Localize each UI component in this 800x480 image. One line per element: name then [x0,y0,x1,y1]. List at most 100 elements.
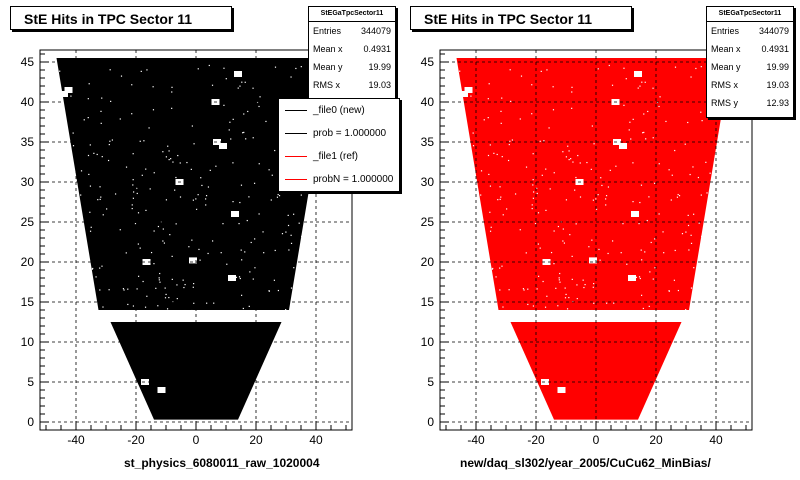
speckle [153,230,155,232]
speckle [598,248,600,251]
speckle [508,289,510,291]
speckle [213,302,215,304]
speckle [532,153,534,155]
speckle [244,251,246,253]
speckle [137,275,140,277]
speckle [195,208,198,210]
speckle [564,287,566,289]
speckle [235,276,238,278]
speckle [171,91,173,93]
speckle [306,192,308,194]
speckle [72,145,75,147]
speckle [542,280,544,283]
speckle [89,185,92,187]
speckle [548,127,550,129]
speckle [268,169,270,171]
speckle [265,120,267,123]
speckle [676,196,679,198]
speckle [623,67,625,69]
speckle [571,255,573,257]
x-tick-label: -20 [527,433,545,447]
speckle [150,251,153,254]
speckle [499,198,501,201]
speckle [709,172,711,174]
speckle [531,207,533,210]
speckle [247,110,249,113]
dead-pad-hole [219,143,227,149]
speckle [536,192,538,195]
left-rmsx-value: 19.03 [368,80,391,90]
speckle [263,252,265,254]
speckle [527,288,529,290]
speckle [612,240,614,242]
speckle [137,212,140,214]
speckle [632,118,634,120]
speckle [171,255,173,257]
speckle [700,111,702,113]
speckle [629,121,631,123]
speckle [220,252,222,254]
speckle [571,107,573,109]
speckle [639,85,641,87]
speckle [209,169,211,171]
speckle [646,219,648,222]
speckle [148,127,150,129]
speckle [654,238,656,240]
speckle [489,185,492,187]
dead-pad-hole [142,259,151,265]
speckle [553,263,555,265]
speckle [502,214,504,216]
speckle [99,186,101,188]
speckle [207,186,210,188]
speckle [131,84,133,86]
speckle [232,201,234,203]
speckle [285,309,287,311]
left-x-axis-label: st_physics_6080011_raw_1020004 [124,456,320,470]
speckle [132,305,135,307]
speckle [240,249,242,251]
speckle [674,249,676,252]
x-tick-label: 0 [593,433,600,447]
speckle [273,279,275,281]
speckle [158,279,160,281]
speckle [687,121,689,124]
speckle [153,172,155,174]
speckle [179,196,182,198]
speckle [169,234,171,236]
dead-pad-hole [634,71,642,77]
speckle [100,196,102,198]
speckle [222,223,224,225]
speckle [656,101,659,104]
speckle [523,289,525,291]
speckle [565,199,568,201]
speckle [252,278,254,280]
speckle [570,158,572,160]
speckle [496,153,498,156]
right-x-axis-label: new/daq_sl302/year_2005/CuCu62_MinBias/ [460,456,711,470]
speckle [274,149,276,152]
speckle [601,184,603,187]
speckle [191,125,193,127]
right-pad: -40 -20 0 20 40 0 5 10 15 20 25 30 35 40 45 StE Hits i… [400,0,800,480]
speckle [575,223,577,225]
speckle [300,66,302,68]
speckle [500,110,502,112]
speckle [640,249,642,251]
speckle [639,201,641,204]
right-entries-value: 344079 [758,26,789,36]
speckle [689,173,691,176]
speckle [100,110,102,112]
speckle [595,198,597,200]
speckle [648,305,650,307]
speckle [628,129,630,131]
speckle [144,306,147,308]
speckle [488,83,490,85]
speckle [184,283,186,286]
speckle [197,194,199,196]
speckle [250,241,252,244]
speckle [564,297,567,299]
speckle [80,194,82,196]
speckle [254,238,256,240]
speckle [225,78,227,80]
speckle [215,165,217,167]
